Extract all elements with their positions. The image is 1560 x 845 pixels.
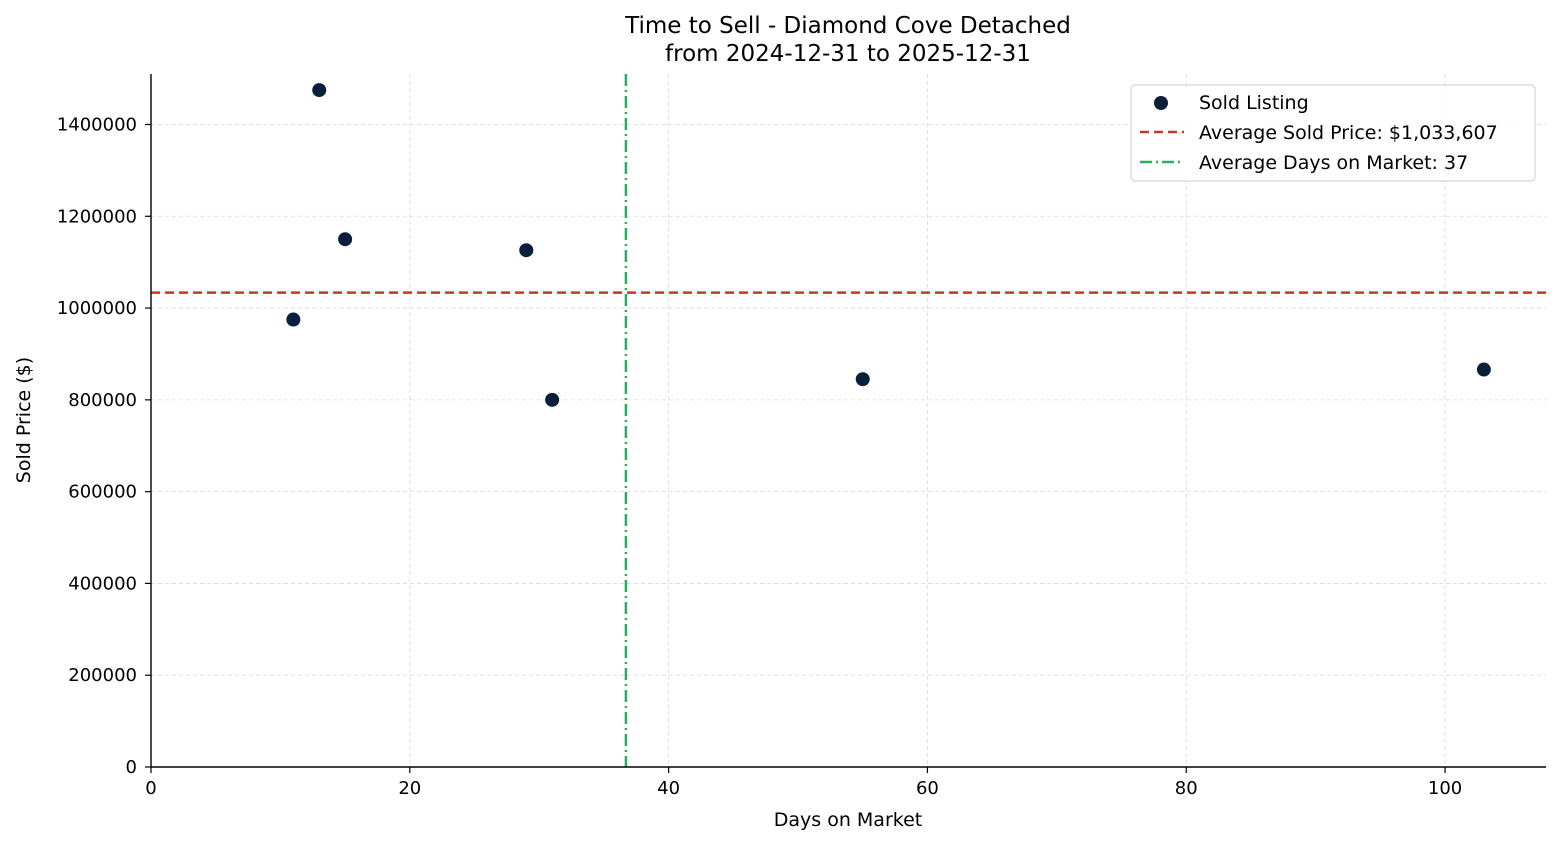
axes (145, 74, 1546, 773)
y-tick-label: 400000 (68, 573, 137, 594)
legend-box (1130, 84, 1536, 182)
y-axis-label: Sold Price ($) (13, 357, 35, 483)
chart-title: Time to Sell - Diamond Cove Detached (624, 13, 1071, 39)
y-tick-label: 600000 (68, 482, 137, 503)
y-tick-label: 200000 (68, 665, 137, 686)
legend-scatter-marker (1154, 96, 1168, 110)
x-tick-label: 100 (1428, 778, 1462, 799)
y-tick-label: 1400000 (57, 114, 137, 135)
reference-lines (151, 74, 1546, 767)
y-tick-label: 1200000 (57, 206, 137, 227)
chart-subtitle: from 2024-12-31 to 2025-12-31 (665, 41, 1031, 67)
data-point (545, 392, 560, 407)
tick-labels: 0 20 40 60 80 100 0 200000 400000 600000 800000 100… (57, 114, 1462, 799)
data-point (1476, 362, 1491, 377)
data-point (519, 243, 534, 258)
x-axis-label: Days on Market (774, 809, 922, 831)
data-point (286, 312, 301, 327)
x-tick-label: 20 (398, 778, 421, 799)
legend-avg-days-label: Average Days on Market: 37 (1199, 152, 1468, 174)
data-point (312, 83, 327, 98)
y-tick-label: 1000000 (57, 298, 137, 319)
legend: Sold Listing Average Sold Price: $1,033,… (1130, 84, 1536, 182)
x-tick-label: 80 (1175, 778, 1198, 799)
data-point (855, 372, 870, 387)
data-points (286, 83, 1491, 407)
y-tick-label: 0 (126, 757, 137, 778)
y-tick-label: 800000 (68, 390, 137, 411)
data-point (338, 232, 353, 247)
legend-avg-price-label: Average Sold Price: $1,033,607 (1199, 122, 1498, 144)
legend-scatter-label: Sold Listing (1199, 92, 1309, 114)
x-tick-label: 0 (145, 778, 156, 799)
x-tick-label: 40 (657, 778, 680, 799)
x-tick-label: 60 (916, 778, 939, 799)
